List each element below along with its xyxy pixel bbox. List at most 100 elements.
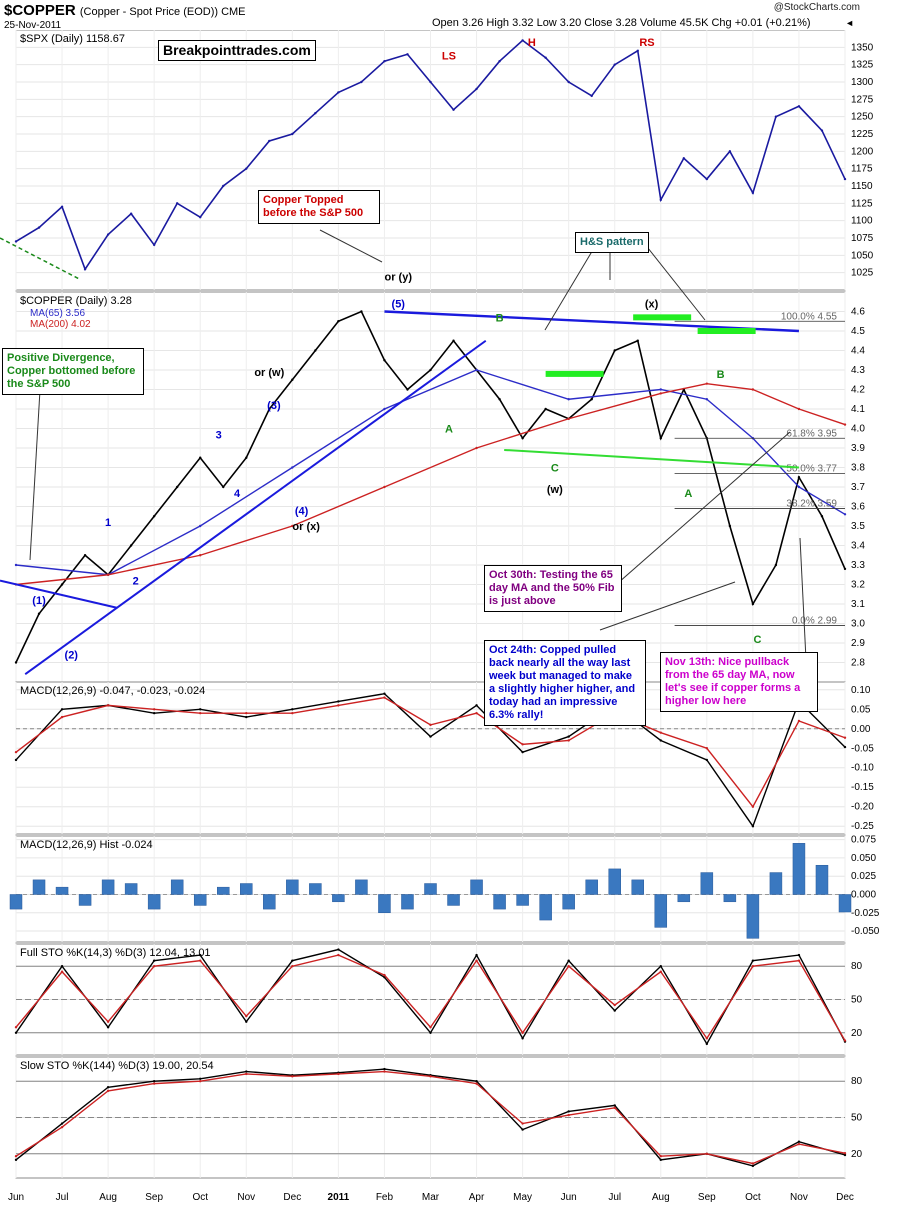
- wave-label-8: (5): [392, 299, 406, 311]
- data-point-0-0-22: [521, 39, 524, 42]
- data-point-5-0-5: [245, 1070, 248, 1073]
- x-tick-4: Oct: [192, 1192, 208, 1203]
- data-point-1-1-3: [291, 466, 294, 469]
- hist-bar-11: [263, 894, 276, 910]
- wave-label-0: (1): [32, 595, 46, 607]
- data-point-5-1-8: [383, 1070, 386, 1073]
- callout-line-1: [29, 389, 41, 561]
- data-point-4-1-4: [199, 959, 202, 962]
- data-point-2-0-4: [199, 708, 202, 711]
- data-point-2-1-17: [797, 719, 801, 723]
- y-tick-1-9: 3.7: [851, 482, 865, 493]
- data-point-5-0-10: [475, 1080, 478, 1083]
- data-point-0-0-27: [636, 49, 639, 52]
- wave-label-4: 3: [216, 429, 222, 441]
- data-point-1-2-4: [383, 485, 386, 489]
- data-point-1-0-3: [83, 554, 87, 557]
- data-point-4-0-7: [337, 948, 340, 951]
- y-tick-2-2: 0.00: [851, 724, 871, 735]
- data-point-4-1-0: [14, 1026, 18, 1029]
- hist-bar-15: [355, 879, 368, 895]
- data-point-0-0-16: [383, 60, 386, 63]
- data-point-4-0-4: [199, 953, 202, 957]
- hist-bar-30: [700, 872, 714, 895]
- wave-label-19: C: [754, 634, 762, 646]
- data-point-1-2-2: [199, 554, 202, 557]
- y-tick-2-1: 0.05: [851, 704, 871, 715]
- hist-bar-2: [55, 886, 69, 895]
- y-tick-0-7: 1175: [851, 164, 873, 175]
- data-point-2-0-0: [14, 758, 18, 762]
- x-tick-13: Jul: [608, 1192, 621, 1203]
- y-tick-1-12: 3.4: [851, 541, 865, 552]
- data-point-5-0-4: [199, 1077, 202, 1080]
- data-point-4-1-2: [106, 1020, 110, 1023]
- scroll-left-icon[interactable]: ◄: [845, 18, 854, 28]
- data-point-1-0-28: [659, 437, 662, 440]
- panel-title-3: MACD(12,26,9) Hist -0.024: [20, 839, 153, 851]
- x-tick-10: Apr: [469, 1192, 485, 1203]
- data-point-5-0-3: [152, 1080, 156, 1083]
- data-point-0-0-17: [406, 53, 409, 56]
- hs-marker-2: [697, 328, 756, 334]
- spx-divergence-line: [0, 237, 81, 281]
- data-point-4-1-7: [337, 953, 340, 957]
- data-point-4-1-5: [245, 1014, 248, 1018]
- copper-topped-note: Copper Topped before the S&P 500: [258, 190, 380, 224]
- data-point-1-0-25: [590, 398, 593, 401]
- data-point-2-0-3: [152, 711, 156, 715]
- data-point-0-0-15: [360, 80, 363, 84]
- nov13-note: Nov 13th: Nice pullback from the 65 day …: [660, 652, 818, 712]
- data-point-1-1-11: [843, 513, 847, 516]
- data-point-0-0-2: [60, 205, 64, 208]
- x-tick-16: Oct: [745, 1192, 761, 1203]
- x-tick-14: Aug: [652, 1192, 670, 1203]
- y-tick-1-11: 3.5: [851, 521, 865, 532]
- data-point-1-0-2: [60, 583, 64, 586]
- uptrend-line: [24, 339, 487, 676]
- data-point-0-0-29: [682, 157, 686, 160]
- data-point-5-0-17: [797, 1140, 801, 1143]
- fib-label-4: 0.0% 2.99: [792, 615, 837, 626]
- data-point-0-0-19: [452, 108, 455, 111]
- data-point-2-1-12: [567, 739, 570, 742]
- hist-bar-8: [193, 894, 207, 906]
- y-tick-1-17: 2.9: [851, 638, 865, 649]
- chart-symbol-name: (Copper - Spot Price (EOD)) CME: [79, 6, 246, 18]
- data-point-0-0-18: [429, 80, 432, 84]
- data-point-0-0-1: [37, 226, 41, 229]
- legend-entry-1: MA(200) 4.02: [30, 319, 91, 330]
- hist-bar-5: [124, 883, 138, 895]
- hist-bar-17: [401, 894, 414, 910]
- hist-bar-31: [723, 894, 737, 903]
- data-point-4-1-10: [475, 959, 478, 962]
- data-point-2-0-5: [245, 715, 248, 719]
- y-tick-2-7: -0.25: [851, 821, 874, 832]
- data-point-1-0-31: [728, 524, 732, 528]
- data-point-1-0-10: [245, 456, 248, 459]
- fib-label-0: 100.0% 4.55: [781, 311, 838, 322]
- hist-bar-19: [447, 894, 460, 906]
- wave-label-1: (2): [65, 650, 79, 662]
- data-point-1-0-34: [797, 476, 801, 479]
- data-point-1-0-18: [429, 368, 432, 372]
- y-tick-1-18: 2.8: [851, 658, 865, 669]
- panel-title-0: $SPX (Daily) 1158.67: [20, 33, 125, 45]
- data-point-5-0-8: [383, 1067, 386, 1071]
- data-point-1-1-0: [14, 563, 18, 567]
- data-point-5-0-18: [843, 1153, 847, 1157]
- hist-bar-13: [309, 883, 322, 895]
- data-point-5-1-17: [797, 1142, 801, 1146]
- data-point-0-0-5: [129, 212, 133, 215]
- data-point-4-1-6: [291, 965, 294, 968]
- data-point-5-0-14: [659, 1158, 662, 1162]
- data-point-5-1-2: [106, 1089, 110, 1093]
- x-tick-17: Nov: [790, 1192, 808, 1203]
- data-point-2-0-6: [291, 708, 294, 711]
- wave-label-12: A: [445, 423, 453, 435]
- y-tick-0-12: 1050: [851, 250, 874, 261]
- y-tick-0-11: 1075: [851, 233, 874, 244]
- data-point-5-0-0: [14, 1158, 18, 1162]
- data-point-5-0-12: [567, 1110, 570, 1113]
- data-point-4-0-16: [751, 959, 755, 962]
